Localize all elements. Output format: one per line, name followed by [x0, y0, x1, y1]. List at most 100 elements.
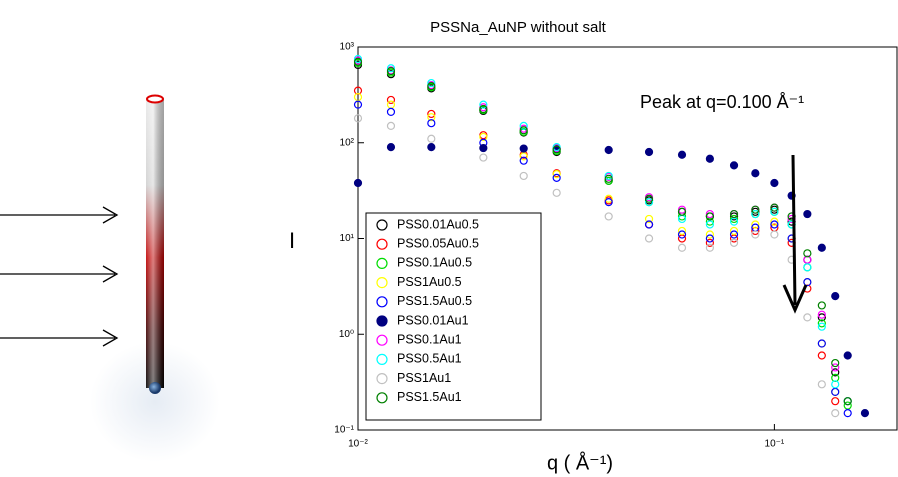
data-point — [427, 109, 436, 119]
data-point — [386, 100, 396, 109]
data-point — [519, 171, 528, 181]
data-point — [677, 226, 687, 236]
data-point — [604, 197, 613, 207]
data-point — [604, 174, 613, 183]
data-point — [644, 214, 654, 224]
data-point — [770, 178, 779, 188]
legend-marker — [376, 257, 388, 269]
legend-label: PSS1Au1 — [397, 371, 451, 385]
data-point — [729, 238, 739, 247]
data-point — [803, 263, 812, 272]
y-tick-label: 10⁻¹ — [334, 425, 354, 436]
data-point — [860, 409, 870, 418]
data-point — [479, 153, 488, 162]
legend-marker — [376, 315, 388, 327]
y-tick-label: 10² — [340, 137, 355, 148]
data-point — [831, 397, 840, 406]
data-point — [729, 212, 739, 221]
data-point — [552, 143, 561, 152]
data-point — [831, 380, 840, 389]
data-point — [705, 154, 714, 163]
data-point — [427, 119, 436, 128]
data-point — [519, 126, 528, 135]
data-point — [552, 173, 561, 182]
data-point — [604, 171, 613, 181]
data-point — [427, 78, 436, 88]
data-point — [604, 194, 613, 203]
data-point — [831, 409, 840, 418]
data-point — [770, 203, 779, 212]
data-point — [519, 152, 528, 161]
legend — [365, 212, 542, 421]
data-point — [353, 57, 363, 66]
data-point — [677, 207, 687, 216]
data-point — [817, 243, 826, 252]
data-point — [677, 150, 687, 159]
data-point — [604, 145, 613, 155]
data-point — [705, 243, 714, 252]
x-tick-label: 10⁻² — [348, 439, 368, 450]
data-point — [843, 351, 852, 360]
data-point — [705, 234, 714, 243]
data-point — [803, 313, 812, 322]
data-point — [831, 363, 840, 372]
data-point — [817, 319, 826, 328]
legend-label: PSS0.1Au0.5 — [397, 256, 472, 270]
data-point — [519, 121, 528, 130]
data-point — [552, 145, 561, 154]
data-point — [751, 220, 760, 229]
data-point — [386, 64, 396, 73]
data-point — [729, 214, 739, 224]
data-point — [427, 143, 436, 152]
legend-label: PSS1.5Au1 — [397, 390, 462, 404]
points — [353, 54, 870, 418]
data-point — [817, 313, 826, 322]
data-point — [803, 209, 812, 219]
data-point — [386, 107, 396, 116]
data-point — [843, 397, 852, 406]
data-point — [803, 278, 812, 287]
data-point — [644, 194, 654, 203]
legend-label: PSS0.5Au1 — [397, 352, 462, 366]
y-tick-label: 10¹ — [340, 233, 355, 244]
data-point — [479, 132, 488, 142]
data-point — [729, 230, 739, 239]
data-point — [817, 380, 826, 389]
data-point — [705, 220, 714, 229]
data-point — [751, 205, 760, 214]
legend-label: PSS0.01Au1 — [397, 313, 469, 327]
data-point — [427, 134, 436, 143]
data-point — [817, 339, 826, 348]
data-point — [427, 113, 436, 122]
data-point — [751, 230, 760, 239]
data-point — [644, 197, 654, 207]
data-point — [552, 170, 561, 179]
data-point — [751, 169, 760, 178]
data-point — [479, 143, 488, 153]
y-tick-label: 10⁰ — [339, 329, 354, 340]
data-point — [644, 220, 654, 229]
data-point — [353, 100, 363, 109]
data-point — [831, 292, 840, 301]
data-point — [770, 220, 779, 229]
data-point — [644, 147, 654, 157]
data-point — [677, 230, 687, 239]
data-point — [386, 143, 396, 152]
data-point — [705, 238, 714, 247]
data-point — [386, 95, 396, 105]
data-point — [552, 188, 561, 197]
legend-marker — [376, 219, 388, 231]
data-point — [817, 351, 826, 360]
capillary-diagram — [0, 94, 220, 462]
data-point — [353, 178, 363, 188]
data-point — [353, 114, 363, 123]
data-point — [386, 121, 396, 130]
data-point — [386, 67, 396, 76]
data-point — [644, 234, 654, 243]
legend-marker — [376, 238, 388, 250]
data-point — [705, 212, 714, 221]
annotation: Peak at q=0.100 Å⁻¹ — [640, 92, 804, 112]
legend-label: PSS0.01Au0.5 — [397, 217, 479, 231]
data-point — [817, 322, 826, 331]
legend-marker — [376, 334, 388, 346]
